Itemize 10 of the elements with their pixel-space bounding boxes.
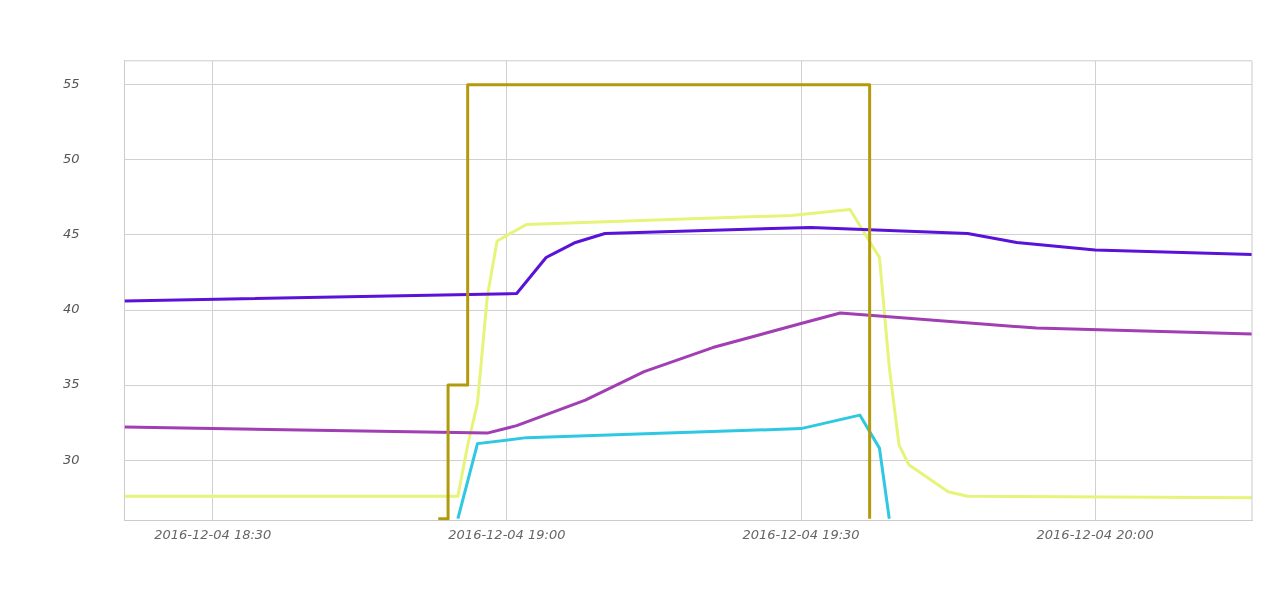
x-tick-label: 2016-12-04 19:00 — [448, 527, 566, 543]
x-tick-label: 2016-12-04 19:30 — [742, 527, 860, 543]
y-tick-label: 55 — [63, 76, 80, 92]
x-tick-label: 2016-12-04 20:00 — [1036, 527, 1154, 543]
y-tick-label: 50 — [63, 151, 80, 167]
y-tick-label: 40 — [63, 301, 80, 317]
y-tick-label: 30 — [63, 451, 80, 467]
x-tick-label: 2016-12-04 18:30 — [154, 527, 272, 543]
y-tick-label: 45 — [63, 226, 80, 242]
y-tick-label: 35 — [63, 376, 80, 392]
